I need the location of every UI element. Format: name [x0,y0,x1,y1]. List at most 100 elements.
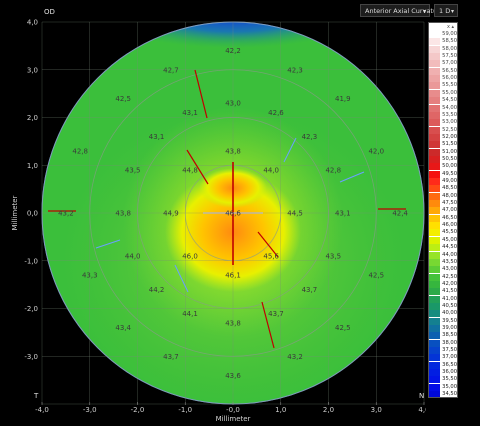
x-tick-label: -0,0 [226,406,240,414]
scale-swatch [429,258,440,266]
value-label: 46,1 [225,272,241,280]
scale-swatch [429,347,440,355]
x-tick-label: 4,0 [418,406,426,414]
scale-step-label: 52,00 [442,133,457,140]
value-label: 45,6 [263,252,279,260]
value-label: 42,8 [325,167,341,175]
value-label: 43,5 [125,167,141,175]
value-label: 42,3 [302,133,318,141]
curvature-map[interactable]: 42,2 42,7 42,3 42,5 41,9 43,1 43,0 42,6 43,1 42,3… [0,0,426,426]
scale-swatch [429,111,440,119]
map-type-value: Anterior Axial Curvature [365,7,444,15]
value-label: 42,2 [225,47,241,55]
scale-swatch [429,170,440,178]
scale-swatch [429,222,440,230]
value-label: 42,8 [72,147,88,155]
scale-step-label: 53,00 [442,119,457,126]
scale-step-label: 59,00 [442,31,457,37]
scale-swatch [429,38,440,46]
scale-swatch [429,391,440,397]
value-label: 44,9 [163,210,179,218]
value-label: 42,0 [368,147,384,155]
value-label: 43,7 [302,286,318,294]
value-label: 43,1 [335,210,351,218]
scale-step-label: 41,50 [442,288,457,295]
y-tick-label: 4,0 [27,19,38,27]
scale-swatch [429,229,440,237]
value-label: 42,5 [335,324,351,332]
scale-step-label: 35,50 [442,376,457,383]
scale-swatch [429,369,440,377]
scale-step-label: 40,00 [442,310,457,317]
value-labels: 42,2 42,7 42,3 42,5 41,9 43,1 43,0 42,6 43,1 42,3… [58,47,408,380]
scale-step-label: 55,00 [442,89,457,96]
x-tick-label: -2,0 [131,406,145,414]
value-label: 44,5 [287,210,303,218]
step-select[interactable]: 1 D ▾ [434,4,458,17]
scale-step-label: 49,50 [442,170,457,177]
scale-step-label: 58,50 [442,38,457,45]
scale-step-label: 36,00 [442,369,457,376]
y-tick-label: -3,0 [24,353,38,361]
color-scale[interactable]: x ▴ 59,00 58,50 58,00 57,50 57,00 56,50 56,00 5… [428,22,458,398]
scale-swatch [429,185,440,193]
x-axis-label: Millimeter [216,415,251,423]
scale-swatch [429,236,440,244]
y-tick-label: 2,0 [27,114,38,122]
scale-step-label: 56,50 [442,67,457,74]
y-tick-label: 3,0 [27,66,38,74]
scale-close-icon[interactable]: x ▴ [446,24,454,30]
value-label: 43,2 [58,210,74,218]
scale-step-label: 45,00 [442,236,457,243]
value-label: 43,5 [325,252,341,260]
scale-swatch [429,302,440,310]
scale-swatch [429,104,440,112]
y-tick-label: -2,0 [24,305,38,313]
value-label: 42,5 [115,95,131,103]
scale-swatch [429,97,440,105]
value-label: 44,0 [125,252,141,260]
map-type-select[interactable]: Anterior Axial Curvature ▾ [360,4,444,17]
scale-swatch [429,288,440,296]
scale-swatch [429,361,440,369]
scale-swatch [429,339,440,347]
scale-step-label: 47,50 [442,200,457,207]
scale-step-label: 38,50 [442,332,457,339]
y-axis-ticks: 4,0 3,0 2,0 1,0 0,0 -1,0 -2,0 -3,0 [24,19,38,361]
value-label: 44,0 [263,167,279,175]
value-label: 43,4 [115,324,131,332]
x-tick-label: -1,0 [178,406,192,414]
y-axis-label: Millimeter [11,195,19,230]
scale-step-label: 57,00 [442,60,457,67]
value-label: 42,3 [287,66,303,74]
scale-step-label: 44,50 [442,244,457,251]
x-tick-label: 3,0 [371,406,382,414]
x-axis-ticks: -4,0 -3,0 -2,0 -1,0 -0,0 1,0 2,0 3,0 4,0 [35,402,426,414]
scale-step-label: 42,50 [442,273,457,280]
scale-step-label: 45,50 [442,229,457,236]
scale-swatch [429,31,440,38]
scale-swatch [429,266,440,274]
scale-swatch [429,376,440,384]
ring [89,69,377,357]
scale-swatch [429,207,440,215]
scale-step-label: 44,00 [442,251,457,258]
scale-step-label: 36,50 [442,361,457,368]
value-label: 41,9 [335,95,351,103]
corner-label-nasal: N [419,392,425,400]
value-label: 44,2 [149,286,165,294]
scale-swatch [429,273,440,281]
scale-step-label: 56,00 [442,75,457,82]
scale-step-label: 46,50 [442,214,457,221]
value-label: 46,0 [182,252,198,260]
x-tick-label: -4,0 [35,406,49,414]
scale-step-label: 37,50 [442,347,457,354]
corner-label-temporal: T [34,392,39,400]
value-label: 42,5 [368,272,384,280]
value-label: 43,1 [149,133,165,141]
scale-swatch [429,354,440,362]
scale-swatch [429,325,440,332]
ring [137,117,329,309]
scale-step-label: 42,00 [442,280,457,287]
scale-step-label: 55,50 [442,82,457,89]
